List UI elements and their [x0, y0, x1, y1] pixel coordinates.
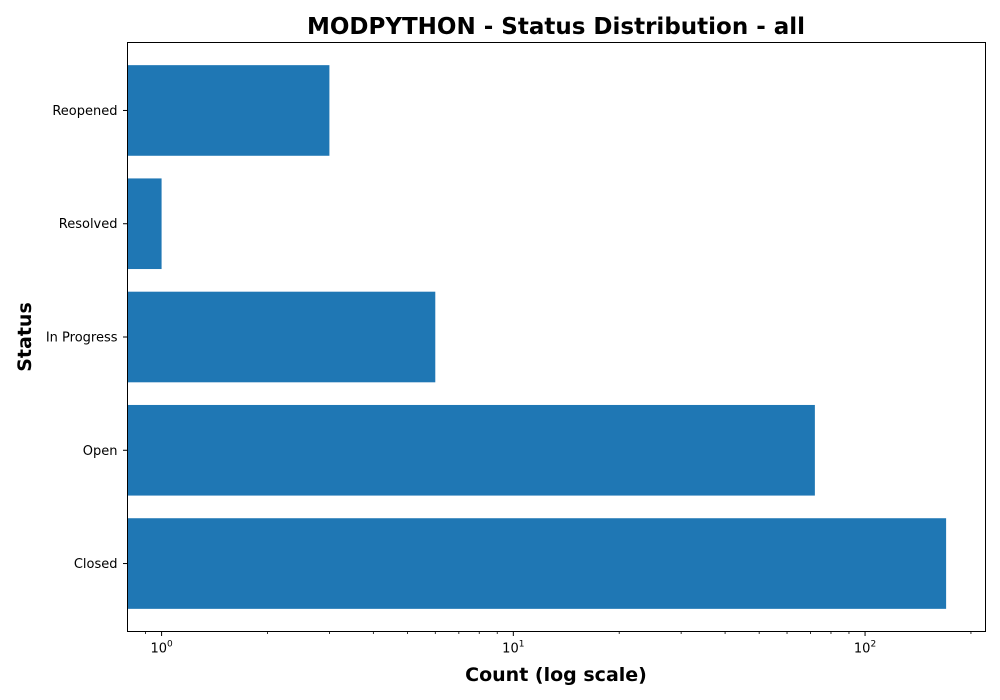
bar-open: [127, 404, 815, 496]
x-tick-label: 100: [150, 640, 173, 657]
y-tick-label: Open: [83, 444, 118, 459]
bar-reopened: [127, 65, 330, 156]
x-tick-label: 102: [854, 640, 876, 657]
y-axis-label: Status: [14, 302, 36, 372]
y-tick-label: In Progress: [46, 331, 118, 346]
y-tick-label: Reopened: [52, 104, 117, 119]
bar-resolved: [127, 178, 162, 270]
x-axis-label: Count (log scale): [465, 664, 647, 686]
x-tick-label: 101: [502, 640, 524, 657]
y-axis-ticks: Closed Open In Progress Resolved Reopened: [46, 104, 128, 572]
y-tick-label: Resolved: [59, 217, 118, 232]
bar-closed: [127, 518, 947, 609]
chart-title: MODPYTHON - Status Distribution - all: [307, 14, 805, 40]
x-axis-ticks: 100 101 102: [145, 631, 972, 657]
bar-in-progress: [127, 291, 436, 383]
bars-group: [127, 65, 947, 609]
y-tick-label: Closed: [74, 557, 118, 572]
